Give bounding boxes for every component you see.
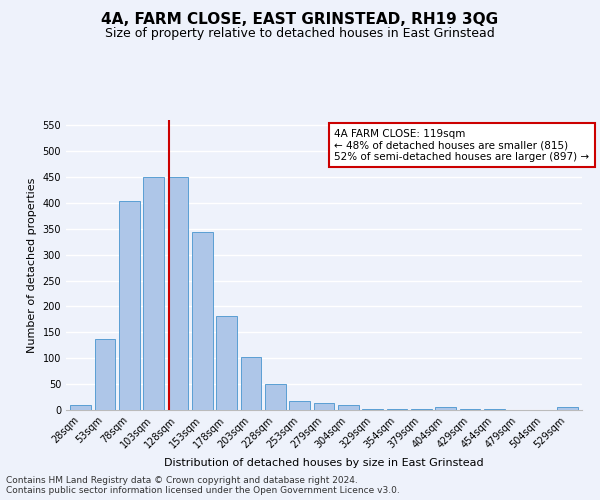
Bar [557,408,578,410]
Bar [265,384,286,410]
Text: 4A, FARM CLOSE, EAST GRINSTEAD, RH19 3QG: 4A, FARM CLOSE, EAST GRINSTEAD, RH19 3QG [101,12,499,28]
Bar [436,408,456,410]
Bar [143,178,164,410]
Bar [192,232,212,410]
Bar [95,339,115,410]
Text: 4A FARM CLOSE: 119sqm
← 48% of detached houses are smaller (815)
52% of semi-det: 4A FARM CLOSE: 119sqm ← 48% of detached … [334,128,589,162]
Text: Size of property relative to detached houses in East Grinstead: Size of property relative to detached ho… [105,28,495,40]
X-axis label: Distribution of detached houses by size in East Grinstead: Distribution of detached houses by size … [164,458,484,468]
Bar [119,202,140,410]
Bar [70,405,91,410]
Bar [338,405,359,410]
Y-axis label: Number of detached properties: Number of detached properties [27,178,37,352]
Bar [167,178,188,410]
Text: Contains HM Land Registry data © Crown copyright and database right 2024.
Contai: Contains HM Land Registry data © Crown c… [6,476,400,495]
Bar [289,400,310,410]
Bar [241,356,262,410]
Bar [362,409,383,410]
Bar [314,404,334,410]
Bar [216,316,237,410]
